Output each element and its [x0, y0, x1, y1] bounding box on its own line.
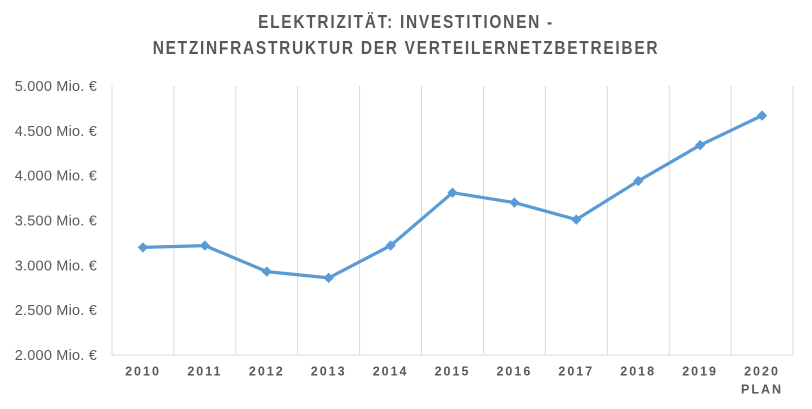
data-point-marker	[137, 242, 149, 253]
data-point-marker	[199, 240, 211, 251]
y-axis-tick-label: 3.000 Mio. €	[15, 258, 97, 274]
x-axis-tick-label: 2020 PLAN	[741, 365, 783, 397]
data-point-marker	[323, 272, 334, 284]
y-axis-tick-label: 2.000 Mio. €	[15, 348, 97, 364]
data-point-marker	[447, 187, 458, 198]
x-axis-tick-label: 2018	[620, 365, 656, 379]
y-axis-tick-label: 3.500 Mio. €	[15, 214, 97, 230]
x-axis-tick-label: 2014	[373, 365, 409, 379]
x-axis-tick-label: 2011	[187, 365, 222, 379]
data-point-marker	[261, 266, 272, 277]
x-axis-tick-label: 2012	[249, 365, 285, 379]
data-point-marker	[756, 110, 768, 121]
y-axis-tick-label: 4.500 Mio. €	[15, 124, 97, 140]
x-axis-tick-label: 2010	[125, 365, 161, 379]
x-axis-tick-label: 2016	[496, 365, 532, 379]
data-point-marker	[509, 197, 520, 208]
data-point-marker	[385, 240, 396, 251]
chart-title-line1: ELEKTRIZITÄT: INVESTITIONEN -	[258, 12, 554, 32]
chart-title: ELEKTRIZITÄT: INVESTITIONEN - NETZINFRAS…	[57, 9, 755, 61]
data-point-marker	[571, 214, 582, 225]
x-axis-tick-label: 2017	[558, 365, 594, 379]
y-axis-tick-label: 5.000 Mio. €	[15, 79, 97, 95]
data-point-marker	[694, 139, 706, 151]
x-axis-tick-label: 2015	[435, 365, 471, 379]
x-axis-tick-label: 2013	[311, 365, 347, 379]
data-point-marker	[633, 175, 644, 187]
y-axis-tick-label: 4.000 Mio. €	[15, 169, 97, 185]
x-axis-tick-label: 2019	[682, 365, 718, 379]
y-axis-tick-label: 2.500 Mio. €	[15, 303, 97, 319]
chart-title-line2: NETZINFRASTRUKTUR DER VERTEILERNETZBETRE…	[152, 38, 660, 58]
